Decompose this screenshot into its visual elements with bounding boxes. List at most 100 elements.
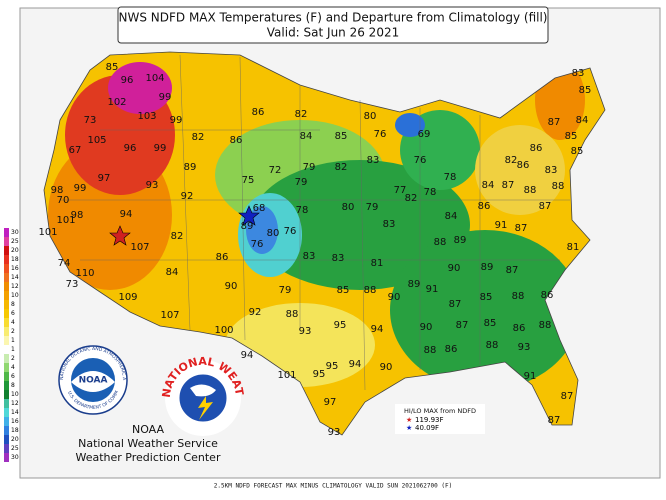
temperature-label: 89: [408, 279, 421, 290]
temperature-label: 88: [434, 237, 447, 248]
temperature-label: 87: [449, 299, 462, 310]
temperature-label: 93: [518, 342, 531, 353]
colorbar-swatch: [4, 453, 9, 462]
temperature-label: 93: [299, 326, 312, 337]
colorbar-label: 25: [11, 238, 19, 245]
temperature-label: 73: [66, 279, 79, 290]
temperature-label: 99: [159, 92, 172, 103]
colorbar-swatch: [4, 237, 9, 246]
temperature-label: 83: [545, 165, 558, 176]
temperature-label: 86: [445, 344, 458, 355]
temperature-label: 86: [541, 290, 554, 301]
temperature-label: 86: [513, 323, 526, 334]
temperature-label: 78: [424, 187, 437, 198]
title: NWS NDFD MAX Temperatures (F) and Depart…: [119, 11, 548, 25]
temperature-label: 85: [106, 62, 119, 73]
colorbar-label: 6: [11, 373, 15, 380]
colorbar-swatch: [4, 408, 9, 417]
temperature-label: 90: [380, 362, 393, 373]
extremes-low-star: ★: [406, 424, 412, 432]
extremes-low: 40.09F: [415, 424, 439, 432]
temperature-label: 104: [145, 73, 164, 84]
colorbar-label: 16: [11, 418, 19, 425]
colorbar-swatch: [4, 336, 9, 345]
temperature-label: 70: [57, 195, 70, 206]
temperature-label: 92: [249, 307, 262, 318]
temperature-label: 95: [334, 320, 347, 331]
temperature-label: 96: [124, 143, 137, 154]
temperature-label: 98: [71, 210, 84, 221]
temperature-label: 100: [214, 325, 233, 336]
temperature-label: 88: [364, 285, 377, 296]
colorbar-label: 25: [11, 445, 19, 452]
temperature-label: 92: [181, 191, 194, 202]
noaa-gull: [71, 371, 115, 392]
colorbar: 3025201816141210864211246810121416182025…: [4, 228, 19, 462]
temperature-label: 94: [120, 209, 133, 220]
temperature-label: 86: [230, 135, 243, 146]
temperature-label: 82: [171, 231, 184, 242]
temperature-label: 91: [426, 284, 439, 295]
temperature-label: 84: [300, 131, 313, 142]
agency-line1: NOAA: [132, 423, 165, 436]
low-star: [238, 205, 260, 226]
colorbar-swatch: [4, 228, 9, 237]
extremes-high: 119.93F: [415, 416, 444, 424]
nws-bolt: [198, 396, 213, 420]
temperature-label: 80: [364, 111, 377, 122]
temperature-label: 82: [192, 132, 205, 143]
temperature-label: 109: [118, 292, 137, 303]
title-box: [117, 6, 549, 44]
temperature-label: 81: [567, 242, 580, 253]
colorbar-label: 8: [11, 301, 15, 308]
temperature-label: 94: [371, 324, 384, 335]
temperature-label: 89: [481, 262, 494, 273]
temperature-label: 90: [225, 281, 238, 292]
valid-date: Valid: Sat Jun 26 2021: [267, 26, 399, 40]
colorbar-swatch: [4, 273, 9, 282]
temperature-label: 85: [571, 146, 584, 157]
colorbar-label: 30: [11, 454, 19, 461]
temperature-label: 86: [530, 143, 543, 154]
temperature-label: 73: [84, 115, 97, 126]
colorbar-swatch: [4, 354, 9, 363]
temperature-label: 86: [252, 107, 265, 118]
state-lines: [60, 54, 570, 391]
colorbar-swatch: [4, 309, 9, 318]
temperature-label: 99: [154, 143, 167, 154]
colorbar-label: 1: [11, 346, 15, 353]
temperature-label: 107: [160, 310, 179, 321]
temperature-label: 87: [515, 223, 528, 234]
temperature-label: 88: [524, 185, 537, 196]
temperature-label: 76: [251, 239, 264, 250]
colorbar-label: 30: [11, 229, 19, 236]
colorbar-swatch: [4, 300, 9, 309]
temperature-label: 91: [495, 220, 508, 231]
temperature-label: 76: [414, 155, 427, 166]
temperature-label: 82: [505, 155, 518, 166]
temperature-label: 86: [216, 252, 229, 263]
colorbar-swatch: [4, 345, 9, 354]
temperature-label: 88: [424, 345, 437, 356]
colorbar-label: 20: [11, 247, 19, 254]
colorbar-label: 4: [11, 364, 15, 371]
colorbar-label: 16: [11, 265, 19, 272]
temperature-label: 84: [482, 180, 495, 191]
temperature-label: 88: [512, 291, 525, 302]
temperature-label: 85: [480, 292, 493, 303]
temperature-label: 83: [303, 251, 316, 262]
temperature-label: 93: [146, 180, 159, 191]
colorbar-label: 10: [11, 391, 19, 398]
colorbar-label: 8: [11, 382, 15, 389]
temperature-label: 83: [383, 219, 396, 230]
colorbar-swatch: [4, 372, 9, 381]
colorbar-swatch: [4, 390, 9, 399]
temperature-label: 67: [69, 145, 82, 156]
temperature-label: 99: [170, 115, 183, 126]
temperature-label: 97: [324, 397, 337, 408]
temperature-label: 89: [184, 162, 197, 173]
colorbar-swatch: [4, 327, 9, 336]
temperature-label: 80: [267, 228, 280, 239]
